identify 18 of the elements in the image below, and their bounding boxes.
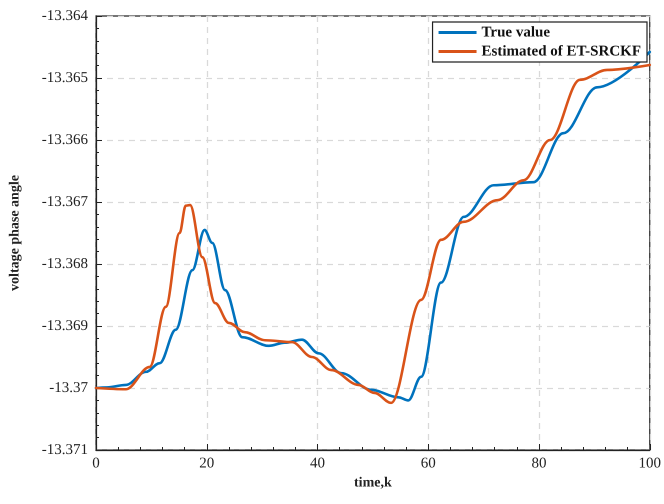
x-tick-label: 0 (92, 456, 100, 472)
y-axis-title: voltage phase angle (8, 175, 22, 291)
y-tick-label: -13.37 (49, 380, 88, 396)
y-tick-label: -13.371 (42, 442, 88, 458)
y-tick-label: -13.366 (42, 132, 88, 148)
y-tick-label: -13.369 (42, 318, 88, 334)
x-tick-label: 100 (638, 456, 661, 472)
x-axis-title: time,k (354, 475, 392, 490)
x-tick-label: 20 (199, 456, 214, 472)
legend-label: Estimated of ET-SRCKF (482, 44, 642, 60)
y-tick-label: -13.364 (42, 8, 88, 24)
x-tick-label: 80 (532, 456, 546, 472)
y-tick-label: -13.368 (42, 256, 88, 272)
y-tick-label: -13.365 (42, 70, 88, 86)
x-tick-label: 40 (310, 456, 325, 472)
y-tick-label: -13.367 (42, 194, 88, 210)
legend-label: True value (482, 24, 550, 40)
x-tick-label: 60 (420, 456, 436, 472)
